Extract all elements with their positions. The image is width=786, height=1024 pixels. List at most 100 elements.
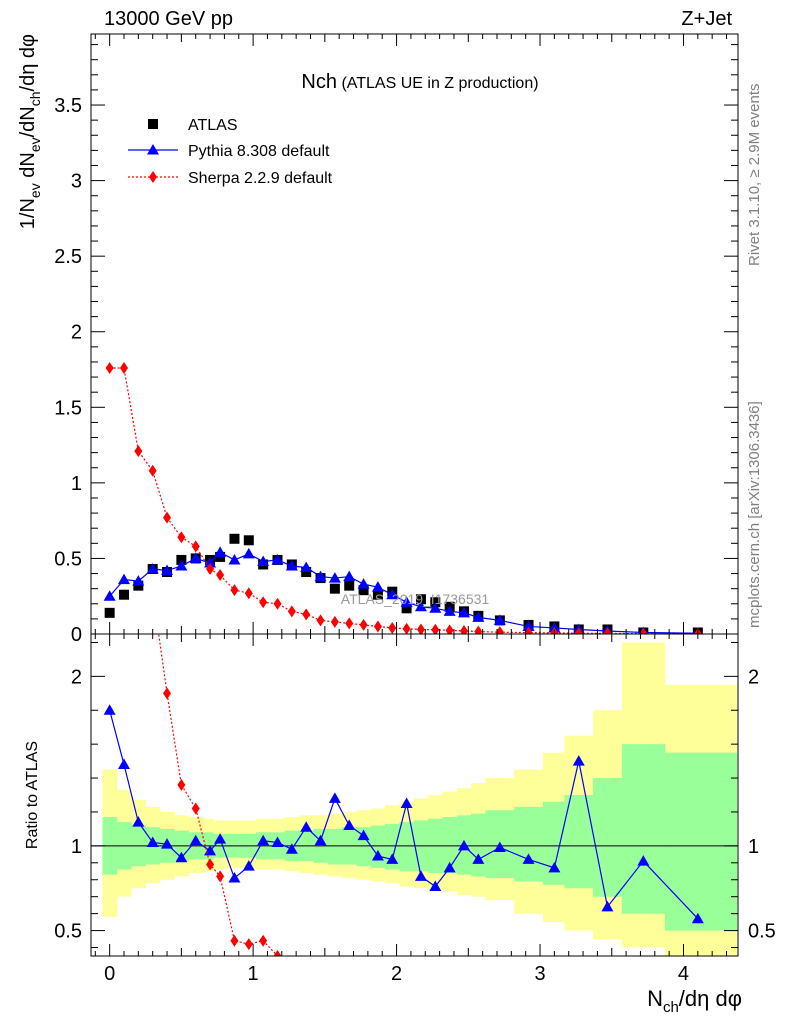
ratio-point-triangle (601, 900, 614, 912)
ratio-band-inner (542, 801, 565, 885)
ratio-point-triangle (371, 850, 384, 861)
data-point-diamond (459, 624, 468, 634)
data-point-triangle (443, 605, 456, 616)
data-point-diamond (287, 605, 296, 618)
data-point-diamond (639, 627, 648, 634)
data-point-diamond (524, 626, 533, 634)
data-point-triangle (257, 555, 270, 566)
ratio-band-inner (327, 828, 343, 865)
x-tick-label: 4 (678, 963, 689, 985)
ratio-y-tick-label: 1 (71, 836, 82, 858)
ratio-point-triangle (429, 880, 442, 892)
data-point-triangle (271, 553, 284, 565)
y-tick-label: 3 (71, 171, 82, 193)
ratio-point-triangle (242, 860, 255, 871)
ratio-band-inner (370, 825, 386, 868)
ratio-y-tick-label-right: 2 (748, 666, 759, 688)
ratio-point-diamond (149, 586, 157, 598)
data-point-triangle (300, 561, 313, 573)
ratio-point-triangle (189, 834, 202, 846)
legend-label-diamond: Sherpa 2.2.9 default (188, 170, 333, 187)
legend-marker-square (148, 119, 158, 129)
data-point-triangle (214, 546, 227, 557)
header-left: 13000 GeV pp (104, 8, 233, 30)
ratio-band-inner (442, 817, 458, 873)
ratio-band-inner (514, 806, 544, 882)
data-point-triangle (204, 556, 217, 568)
data-point-diamond (273, 597, 282, 610)
data-point-square (358, 585, 369, 596)
data-point-diamond (105, 362, 114, 375)
ratio-point-triangle (161, 838, 174, 849)
data-point-diamond (134, 445, 143, 458)
x-tick-label: 2 (391, 963, 402, 985)
ratio-line-triangle (109, 710, 699, 920)
legend-marker-triangle (147, 144, 159, 155)
data-point-triangle (400, 596, 413, 607)
data-point-triangle (175, 559, 188, 571)
ratio-point-triangle (132, 816, 145, 827)
y-tick-label: 0 (71, 624, 82, 646)
y-tick-label: 2 (71, 322, 82, 344)
ratio-point-triangle (357, 829, 370, 841)
ratio-point-diamond (230, 934, 239, 947)
data-point-diamond (416, 623, 425, 634)
data-point-square (344, 580, 355, 591)
x-tick-label: 1 (248, 963, 259, 985)
data-point-diamond (216, 569, 225, 582)
data-point-triangle (242, 547, 255, 559)
ratio-point-diamond (206, 858, 215, 871)
data-point-diamond (119, 362, 128, 375)
ratio-series (103, 586, 704, 956)
data-point-diamond (302, 608, 311, 621)
data-point-diamond (388, 621, 397, 634)
data-point-diamond (206, 563, 215, 576)
ratio-point-triangle (572, 755, 585, 766)
ratio-point-triangle (271, 836, 284, 847)
data-point-square (329, 583, 340, 594)
data-point-triangle (493, 614, 506, 625)
ratio-point-triangle (457, 839, 470, 851)
y-tick-label: 2.5 (54, 246, 82, 268)
ratio-point-triangle (522, 853, 535, 864)
ratio-y-tick-label: 0.5 (54, 921, 82, 943)
ratio-point-triangle (386, 853, 399, 864)
y-tick-label: 1.5 (54, 397, 82, 419)
ratio-point-triangle (328, 792, 341, 803)
data-point-diamond (163, 511, 172, 524)
data-point-triangle (472, 611, 485, 622)
data-point-triangle (457, 606, 470, 618)
ratio-y-axis-label: Ratio to ATLAS (24, 741, 41, 849)
y-tick-label: 1 (71, 473, 82, 495)
data-point-square (176, 554, 187, 565)
ratio-point-diamond (216, 870, 225, 883)
ratio-point-diamond (244, 938, 253, 951)
data-point-square (301, 567, 312, 578)
ratio-point-triangle (493, 841, 506, 853)
ratio-band-inner (471, 813, 487, 877)
data-point-triangle (343, 570, 356, 582)
y-tick-label: 3.5 (54, 95, 82, 117)
ratio-point-triangle (691, 912, 704, 924)
data-point-triangle (414, 600, 427, 612)
data-point-square (243, 535, 254, 546)
data-point-diamond (330, 615, 339, 628)
data-point-square (104, 607, 115, 618)
ratio-point-triangle (103, 704, 116, 715)
x-axis-label: Nch/dη dφ (647, 986, 742, 1016)
x-tick-label: 0 (104, 963, 115, 985)
ratio-point-diamond (191, 802, 200, 815)
data-point-square (372, 589, 383, 600)
plot-title: Nch (ATLAS UE in Z production) (301, 71, 538, 93)
data-point-square (430, 597, 441, 608)
data-point-diamond (259, 596, 268, 609)
ratio-point-triangle (300, 821, 313, 832)
ratio-frame (90, 633, 739, 957)
ratio-point-triangle (637, 855, 650, 866)
ratio-point-triangle (548, 861, 561, 873)
data-point-diamond (495, 626, 504, 634)
data-point-diamond (402, 622, 411, 634)
data-point-triangle (103, 590, 116, 601)
ratio-point-triangle (343, 819, 356, 831)
ratio-point-triangle (400, 797, 413, 808)
